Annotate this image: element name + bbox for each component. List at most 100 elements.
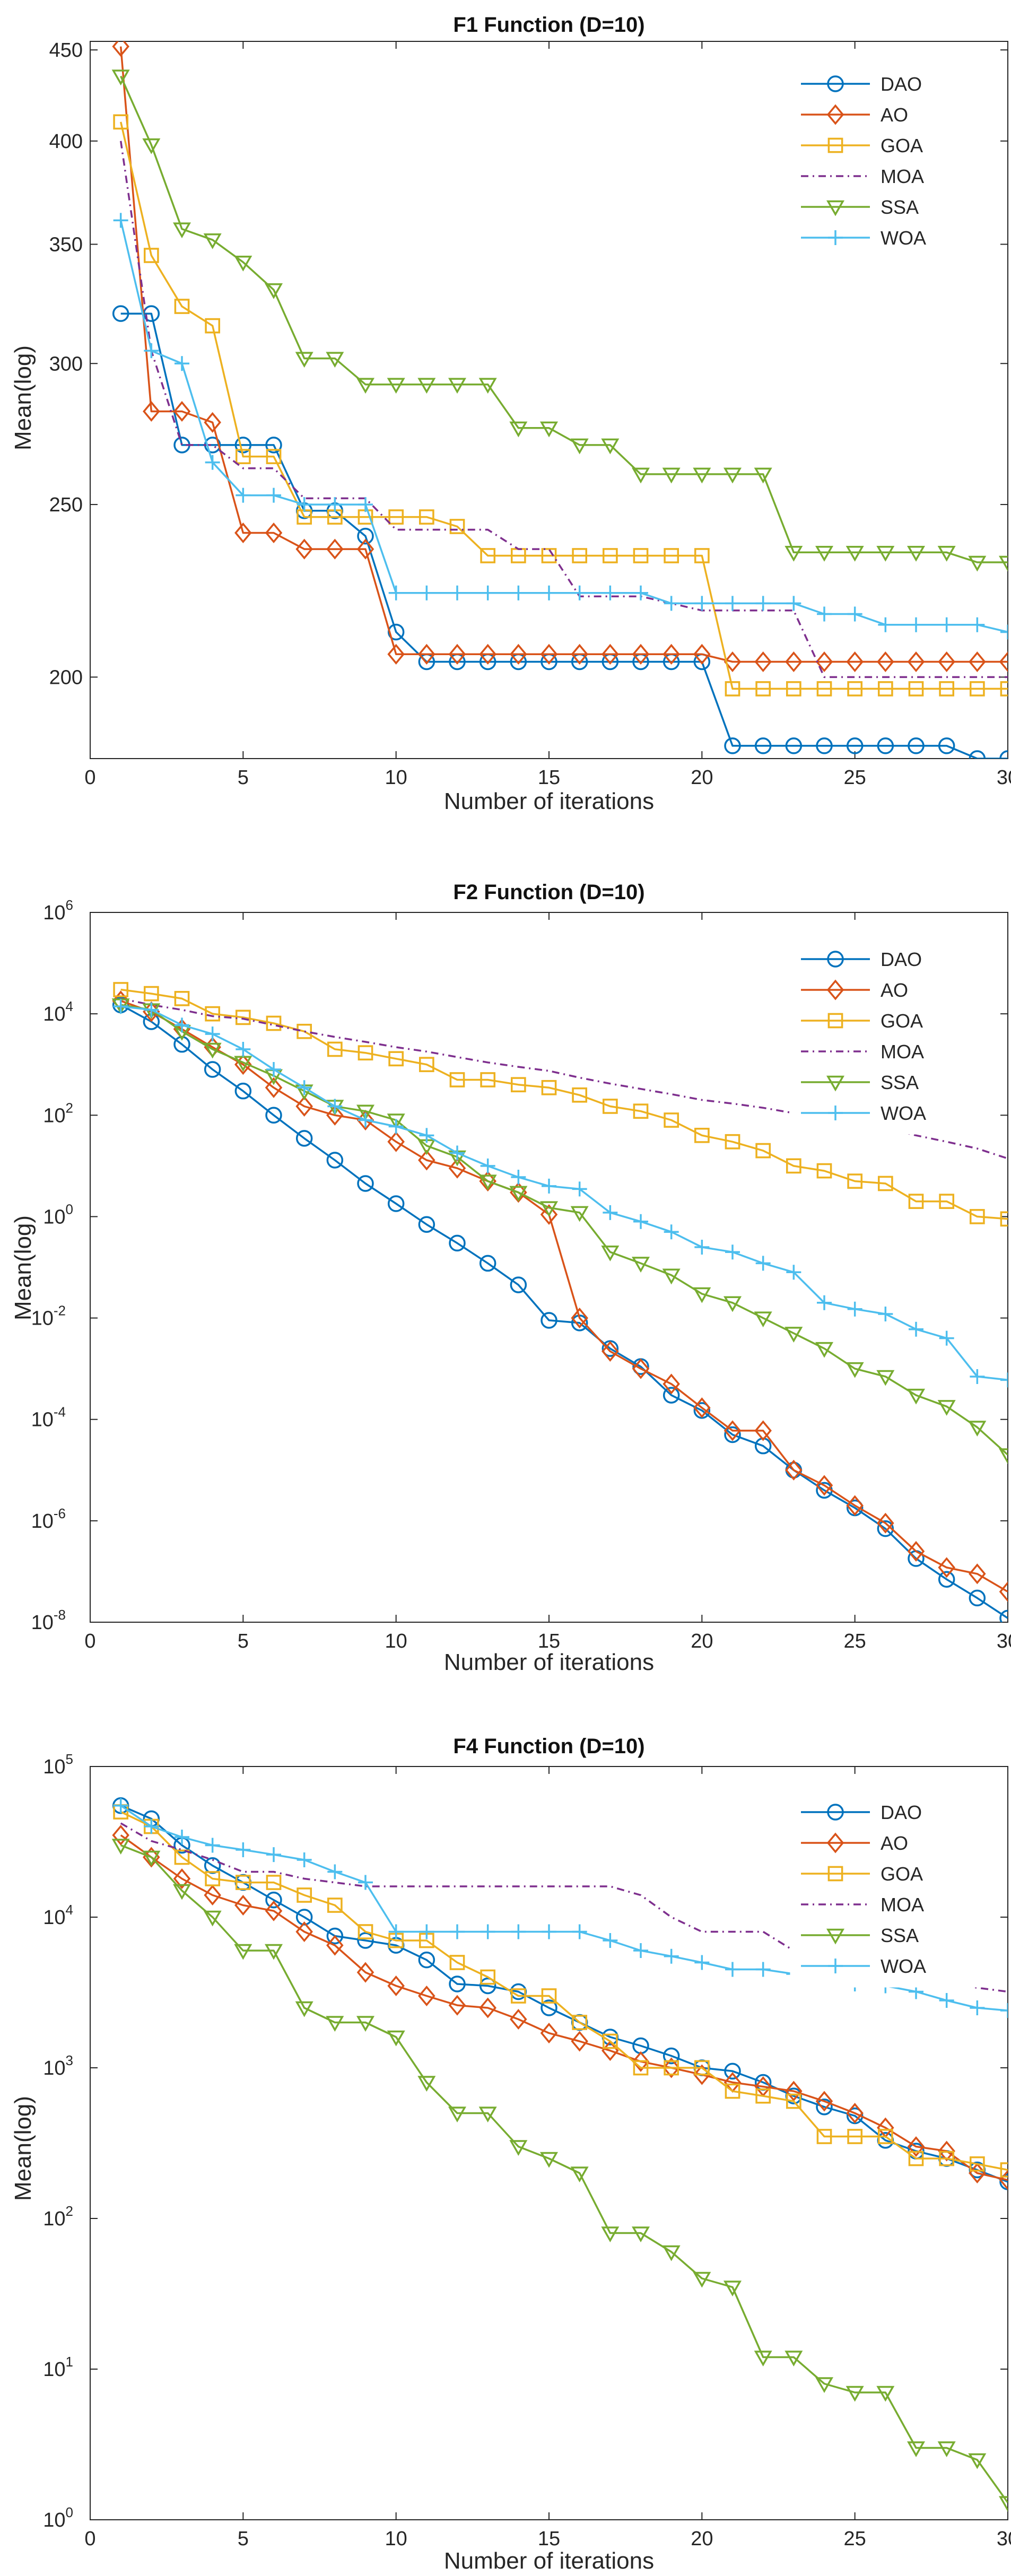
data-point-ssa (662, 1268, 681, 1285)
data-point-dao (541, 1312, 557, 1329)
data-point-dao (908, 737, 925, 754)
data-point-ssa (111, 69, 130, 86)
x-tick-label: 10 (385, 2528, 407, 2550)
data-point-goa (297, 1023, 312, 1039)
data-point-ssa (234, 1056, 252, 1072)
y-tick-label: 104 (43, 998, 73, 1025)
data-point-ssa (998, 2496, 1008, 2512)
legend-label-woa: WOA (881, 1955, 926, 1977)
data-point-goa (816, 2129, 832, 2144)
legend-box (790, 938, 998, 1135)
data-point-ssa (295, 2001, 313, 2017)
data-point-ao (907, 651, 925, 673)
data-point-ssa (754, 1311, 772, 1328)
data-point-goa (633, 1103, 649, 1119)
chart-title: F2 Function (D=10) (453, 881, 644, 904)
data-point-ao (234, 1894, 252, 1916)
data-point-ssa (631, 1257, 650, 1273)
data-point-ssa (631, 467, 650, 484)
legend-marker-ssa (826, 200, 845, 216)
data-point-dao (846, 737, 864, 754)
legend-label-goa: GOA (881, 135, 923, 156)
data-point-ssa (968, 2453, 987, 2469)
x-tick-label: 25 (844, 2528, 866, 2550)
data-point-ao (173, 401, 191, 422)
data-point-dao (234, 437, 252, 454)
data-point-woa (480, 1158, 495, 1173)
y-tick-label: 10-8 (31, 1607, 66, 1634)
data-point-woa (1000, 2003, 1008, 2018)
data-point-goa (572, 548, 588, 563)
data-point-ao (418, 1150, 435, 1171)
data-point-woa (450, 585, 465, 601)
data-point-woa (480, 1924, 495, 1939)
data-point-ssa (203, 233, 222, 249)
y-tick-label: 104 (43, 1902, 73, 1929)
data-point-ssa (234, 255, 252, 272)
y-axis-label: Mean(log) (10, 2096, 36, 2201)
y-tick-label: 350 (49, 234, 83, 256)
data-point-dao (265, 437, 282, 454)
x-tick-label: 5 (238, 767, 249, 789)
data-point-ssa (172, 222, 191, 239)
data-point-woa (939, 1993, 954, 2008)
x-tick-label: 30 (997, 767, 1011, 789)
data-point-goa (419, 509, 434, 525)
data-point-woa (725, 596, 740, 611)
x-axis-label: Number of iterations (444, 1649, 654, 1675)
data-point-ao (724, 1420, 742, 1441)
data-point-dao (724, 737, 741, 754)
legend-label-woa: WOA (881, 227, 926, 249)
data-point-goa (388, 509, 404, 525)
data-point-ssa (264, 283, 283, 299)
data-point-ssa (754, 2351, 772, 2367)
data-point-woa (603, 585, 618, 601)
data-point-ssa (876, 546, 895, 562)
y-tick-label: 200 (49, 666, 83, 689)
data-point-dao (418, 1951, 435, 1969)
data-point-ao (846, 651, 864, 673)
data-point-ssa (539, 421, 559, 438)
data-point-dao (754, 737, 772, 754)
series-moa (119, 141, 1008, 678)
data-point-woa (725, 1962, 740, 1977)
data-point-ssa (907, 546, 926, 562)
data-point-ao (632, 2051, 650, 2072)
data-point-ao (571, 643, 588, 665)
data-point-woa (511, 1170, 526, 1185)
data-point-ssa (785, 546, 803, 562)
chart-title: F1 Function (D=10) (453, 13, 644, 37)
x-tick-label: 20 (691, 1630, 713, 1652)
data-point-ssa (693, 1287, 711, 1303)
data-point-ssa (785, 2351, 803, 2367)
data-point-ssa (846, 1362, 864, 1378)
y-tick-label: 101 (43, 2354, 73, 2381)
data-point-goa (939, 2151, 955, 2166)
data-point-ssa (968, 555, 987, 572)
data-point-woa (205, 455, 220, 470)
chart-title: F4 Function (D=10) (453, 1735, 644, 1758)
data-point-woa (694, 596, 710, 611)
data-point-woa (694, 1955, 710, 1970)
data-point-ssa (417, 2076, 436, 2092)
data-point-woa (542, 1924, 556, 1939)
data-point-ssa (907, 2441, 926, 2458)
data-point-goa (694, 548, 710, 563)
data-point-goa (449, 1955, 465, 1970)
data-point-woa (939, 1330, 954, 1346)
data-point-goa (572, 2015, 588, 2030)
data-point-woa (266, 488, 281, 503)
legend: DAO AO GOA MOA SSA WOA (790, 938, 998, 1135)
data-point-ssa (693, 467, 711, 484)
data-point-ssa (937, 2441, 956, 2458)
data-point-woa (175, 1017, 189, 1033)
data-point-ao (815, 1475, 833, 1496)
data-point-woa (633, 1214, 648, 1229)
data-point-ssa (356, 378, 375, 394)
data-point-goa (174, 1849, 190, 1865)
data-point-woa (664, 1224, 679, 1240)
data-point-ssa (723, 2281, 742, 2297)
data-point-dao (357, 1175, 374, 1192)
data-point-dao (479, 1977, 496, 1995)
data-point-goa (205, 1006, 221, 1022)
